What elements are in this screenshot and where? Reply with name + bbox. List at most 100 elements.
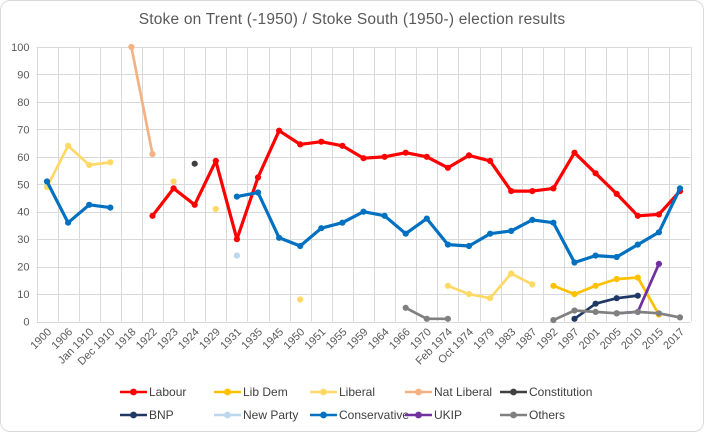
series-marker-labour: [276, 127, 283, 134]
series-marker-others: [402, 304, 409, 311]
series-marker-others: [444, 315, 451, 322]
svg-text:30: 30: [17, 234, 29, 246]
svg-text:1966: 1966: [387, 326, 413, 352]
series-liberal: [43, 142, 536, 303]
series-marker-labour: [191, 201, 198, 208]
svg-text:1959: 1959: [345, 326, 371, 352]
series-marker-others: [423, 315, 430, 322]
series-marker-conservative: [529, 216, 536, 223]
series-line-nat-liberal: [130, 45, 154, 156]
series-marker-labour: [360, 155, 367, 162]
svg-text:40: 40: [17, 207, 29, 219]
series-marker-conservative: [508, 227, 515, 234]
series-marker-constitution: [191, 160, 198, 167]
series-marker-labour: [381, 153, 388, 160]
series-marker-labour: [149, 212, 156, 219]
series-marker-labour: [444, 164, 451, 171]
series-marker-ukip: [655, 260, 663, 267]
series-marker-labour: [402, 149, 409, 156]
series-marker-new-party: [233, 252, 240, 259]
svg-text:2015: 2015: [640, 326, 666, 352]
series-labour: [149, 127, 684, 243]
series-marker-liberal: [170, 178, 177, 185]
svg-text:1955: 1955: [324, 326, 350, 352]
series-marker-labour: [318, 138, 325, 145]
svg-text:10: 10: [17, 289, 29, 301]
series-marker-conservative: [571, 259, 578, 266]
svg-text:1924: 1924: [176, 326, 202, 352]
series-marker-labour: [487, 157, 494, 164]
series-marker-lib-dem: [571, 291, 578, 298]
series-marker-lib-dem: [550, 282, 557, 289]
svg-text:80: 80: [17, 97, 29, 109]
series-marker-conservative: [254, 189, 262, 196]
series-marker-labour: [613, 190, 620, 197]
series-marker-conservative: [381, 212, 388, 219]
series-marker-liberal: [107, 159, 114, 166]
series-marker-labour: [655, 211, 663, 218]
series-marker-liberal: [487, 295, 494, 302]
svg-text:1987: 1987: [514, 326, 540, 352]
svg-text:1918: 1918: [113, 326, 139, 352]
svg-text:60: 60: [17, 152, 29, 164]
series-marker-labour: [339, 142, 346, 149]
series-marker-liberal: [297, 296, 304, 303]
series-marker-conservative: [465, 242, 473, 250]
series-marker-others: [571, 307, 578, 314]
series-marker-conservative: [276, 234, 283, 241]
series-marker-labour: [508, 188, 515, 195]
series-lib-dem: [550, 274, 663, 318]
svg-text:2001: 2001: [577, 326, 603, 352]
series-marker-conservative: [318, 225, 325, 232]
series-marker-conservative: [444, 241, 451, 248]
series-marker-conservative: [487, 230, 494, 237]
svg-text:100: 100: [11, 42, 29, 54]
series-line-lib-dem: [552, 276, 661, 316]
svg-text:1997: 1997: [556, 326, 582, 352]
series-marker-conservative: [86, 201, 93, 208]
svg-text:1945: 1945: [260, 326, 286, 352]
series-marker-others: [634, 308, 641, 315]
series-marker-conservative: [65, 219, 72, 226]
svg-text:1931: 1931: [218, 326, 244, 352]
series-marker-others: [676, 314, 684, 321]
series-marker-conservative: [297, 242, 304, 250]
series-marker-bnp: [592, 300, 599, 307]
series-marker-conservative: [592, 252, 599, 259]
svg-text:1950: 1950: [282, 326, 308, 352]
series-marker-conservative: [550, 219, 557, 226]
series-marker-bnp: [613, 295, 620, 302]
series-line-conservative: [45, 179, 682, 265]
series-marker-labour: [212, 157, 219, 164]
y-axis-labels: 0 10 20 30 40 50 60 70 80 90 100: [11, 42, 29, 329]
series-marker-liberal: [508, 270, 515, 277]
series-marker-conservative: [613, 253, 620, 261]
svg-text:2017: 2017: [661, 326, 687, 352]
series-marker-lib-dem: [634, 274, 641, 281]
series-marker-bnp: [571, 315, 578, 322]
series-marker-labour: [297, 141, 304, 148]
series-marker-labour: [233, 236, 240, 243]
svg-text:1900: 1900: [28, 326, 54, 352]
svg-text:1951: 1951: [303, 326, 329, 352]
series-marker-labour: [423, 153, 430, 160]
series-marker-lib-dem: [592, 282, 599, 289]
series-line-labour: [150, 129, 682, 241]
series-marker-labour: [550, 185, 557, 192]
svg-text:2005: 2005: [598, 326, 624, 352]
svg-text:70: 70: [17, 124, 29, 136]
series-marker-labour: [571, 149, 578, 156]
svg-text:1964: 1964: [366, 326, 392, 352]
svg-text:1983: 1983: [493, 326, 519, 352]
series-marker-others: [655, 310, 663, 317]
series-others: [402, 304, 684, 324]
series-marker-conservative: [43, 178, 51, 185]
svg-text:1922: 1922: [134, 326, 160, 352]
svg-text:50: 50: [17, 179, 29, 191]
series-marker-labour: [170, 185, 177, 192]
svg-text:0: 0: [23, 317, 29, 329]
series-marker-liberal: [465, 291, 473, 298]
